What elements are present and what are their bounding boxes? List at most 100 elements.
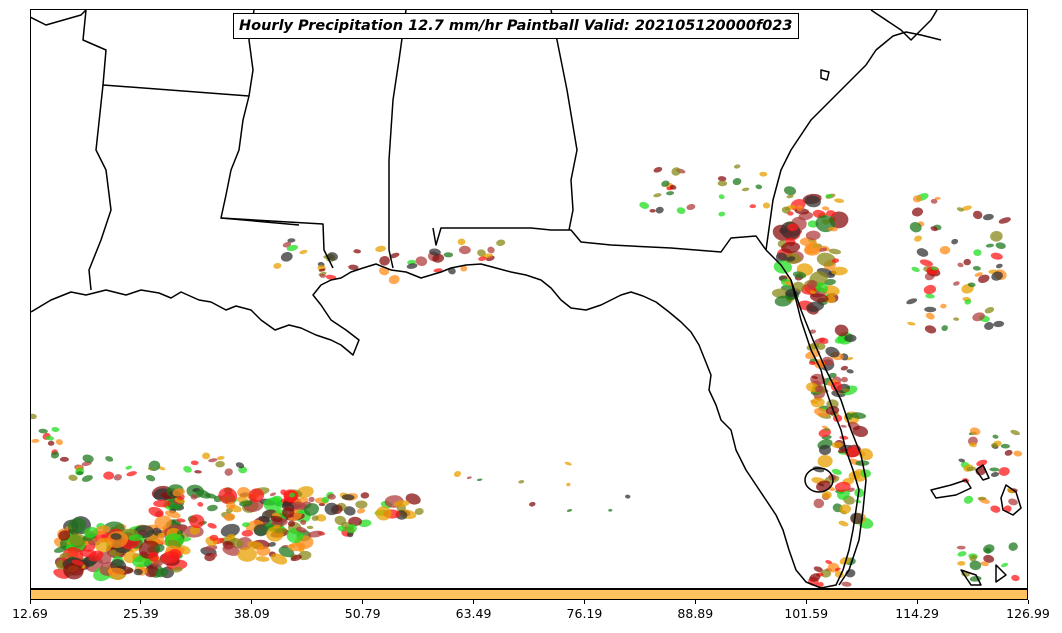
- colorbar-tick-label: 25.39: [122, 606, 159, 621]
- la-ms-south-boundary: [220, 217, 334, 269]
- precip-blob: [389, 252, 400, 259]
- precip-blob: [984, 307, 995, 314]
- precip-blob: [834, 198, 845, 203]
- precip-blob: [460, 265, 468, 272]
- precip-blob: [71, 559, 85, 566]
- precip-blob: [176, 518, 186, 523]
- precip-blob: [925, 293, 935, 299]
- la-west-boundary: [88, 84, 112, 291]
- precip-blob: [155, 568, 169, 578]
- precip-blob: [671, 167, 681, 176]
- precip-blob: [806, 301, 825, 312]
- precip-blob: [792, 281, 805, 292]
- precip-blob: [165, 510, 181, 519]
- colorbar-tick: [29, 600, 31, 604]
- precip-blob: [195, 489, 211, 499]
- precip-blob: [759, 171, 768, 177]
- precip-blob: [841, 376, 848, 383]
- precip-blob: [806, 382, 819, 392]
- precip-blob: [67, 517, 87, 534]
- precip-blob: [270, 553, 288, 565]
- precip-blob: [839, 504, 852, 514]
- map-title: Hourly Precipitation 12.7 mm/hr Paintbal…: [233, 13, 799, 39]
- precip-blob: [957, 551, 967, 557]
- precip-blob: [110, 533, 122, 540]
- precip-blob: [286, 244, 299, 252]
- precip-blob: [289, 492, 296, 498]
- precip-blob: [733, 164, 741, 169]
- precip-blob: [969, 560, 982, 571]
- precip-blob: [103, 471, 115, 480]
- precip-blob: [148, 506, 164, 518]
- precip-blob: [953, 281, 960, 286]
- precip-blob: [989, 467, 1000, 472]
- precip-blob: [63, 562, 84, 580]
- precip-blob: [831, 258, 840, 264]
- precip-blob: [321, 496, 330, 503]
- precip-blob: [804, 195, 821, 208]
- precip-blob: [807, 280, 817, 290]
- ga-island: [820, 69, 830, 81]
- precip-blob: [786, 256, 796, 262]
- precip-blob: [256, 546, 271, 557]
- precip-blob: [202, 452, 211, 460]
- precip-blob: [816, 480, 831, 492]
- precip-blob: [912, 195, 922, 203]
- precip-blob: [858, 448, 873, 461]
- precip-blob: [717, 180, 728, 187]
- precip-blob: [346, 523, 357, 534]
- colorbar-tick: [805, 600, 807, 604]
- precip-blob: [113, 474, 122, 481]
- precip-blob: [834, 567, 841, 572]
- precip-blob: [237, 487, 251, 498]
- precip-blob: [273, 262, 282, 269]
- precip-blob: [939, 245, 951, 255]
- precip-blob: [969, 442, 977, 448]
- precip-blob: [222, 544, 240, 556]
- precip-blob: [822, 491, 832, 499]
- precip-blob: [379, 255, 390, 266]
- precip-blob: [732, 178, 742, 186]
- precip-blob: [919, 259, 933, 267]
- precip-blob: [433, 268, 443, 273]
- bahamas-island-1: [930, 479, 972, 499]
- precip-blob: [655, 206, 664, 214]
- precip-blob: [253, 524, 269, 537]
- precip-blob: [810, 397, 825, 408]
- precip-blob: [992, 434, 999, 439]
- precip-blob: [972, 312, 985, 322]
- precip-blob: [930, 198, 938, 204]
- precip-blob: [762, 202, 771, 209]
- precip-blob: [983, 544, 995, 554]
- precip-blob: [415, 256, 428, 267]
- precip-blob: [268, 542, 276, 547]
- precip-blob: [809, 329, 816, 334]
- precip-blob: [995, 263, 1003, 269]
- colorbar-tick-label: 76.19: [566, 606, 603, 621]
- precip-blob: [974, 272, 983, 277]
- precip-blob: [190, 460, 199, 466]
- precip-blob: [840, 365, 849, 371]
- precip-blob: [808, 360, 816, 366]
- precip-blob: [991, 271, 1003, 281]
- precip-blob: [825, 560, 833, 565]
- precip-blob: [934, 196, 941, 200]
- precip-blob: [189, 514, 205, 529]
- precip-blob: [831, 266, 848, 276]
- precip-blob: [566, 509, 573, 512]
- precip-blob: [786, 194, 794, 199]
- precip-blob: [88, 550, 104, 562]
- colorbar-tick: [694, 600, 696, 604]
- precip-blob: [68, 474, 78, 481]
- precip-blob: [840, 424, 847, 428]
- precip-blob: [190, 494, 198, 500]
- precip-blob: [909, 222, 922, 233]
- precip-blob: [781, 241, 801, 254]
- precip-blob: [956, 545, 966, 550]
- precip-blob: [1004, 449, 1013, 456]
- precip-blob: [826, 210, 836, 217]
- precip-blob: [154, 515, 172, 530]
- precip-blob: [218, 487, 238, 505]
- precip-blob: [566, 482, 571, 487]
- precip-blob: [1000, 443, 1010, 449]
